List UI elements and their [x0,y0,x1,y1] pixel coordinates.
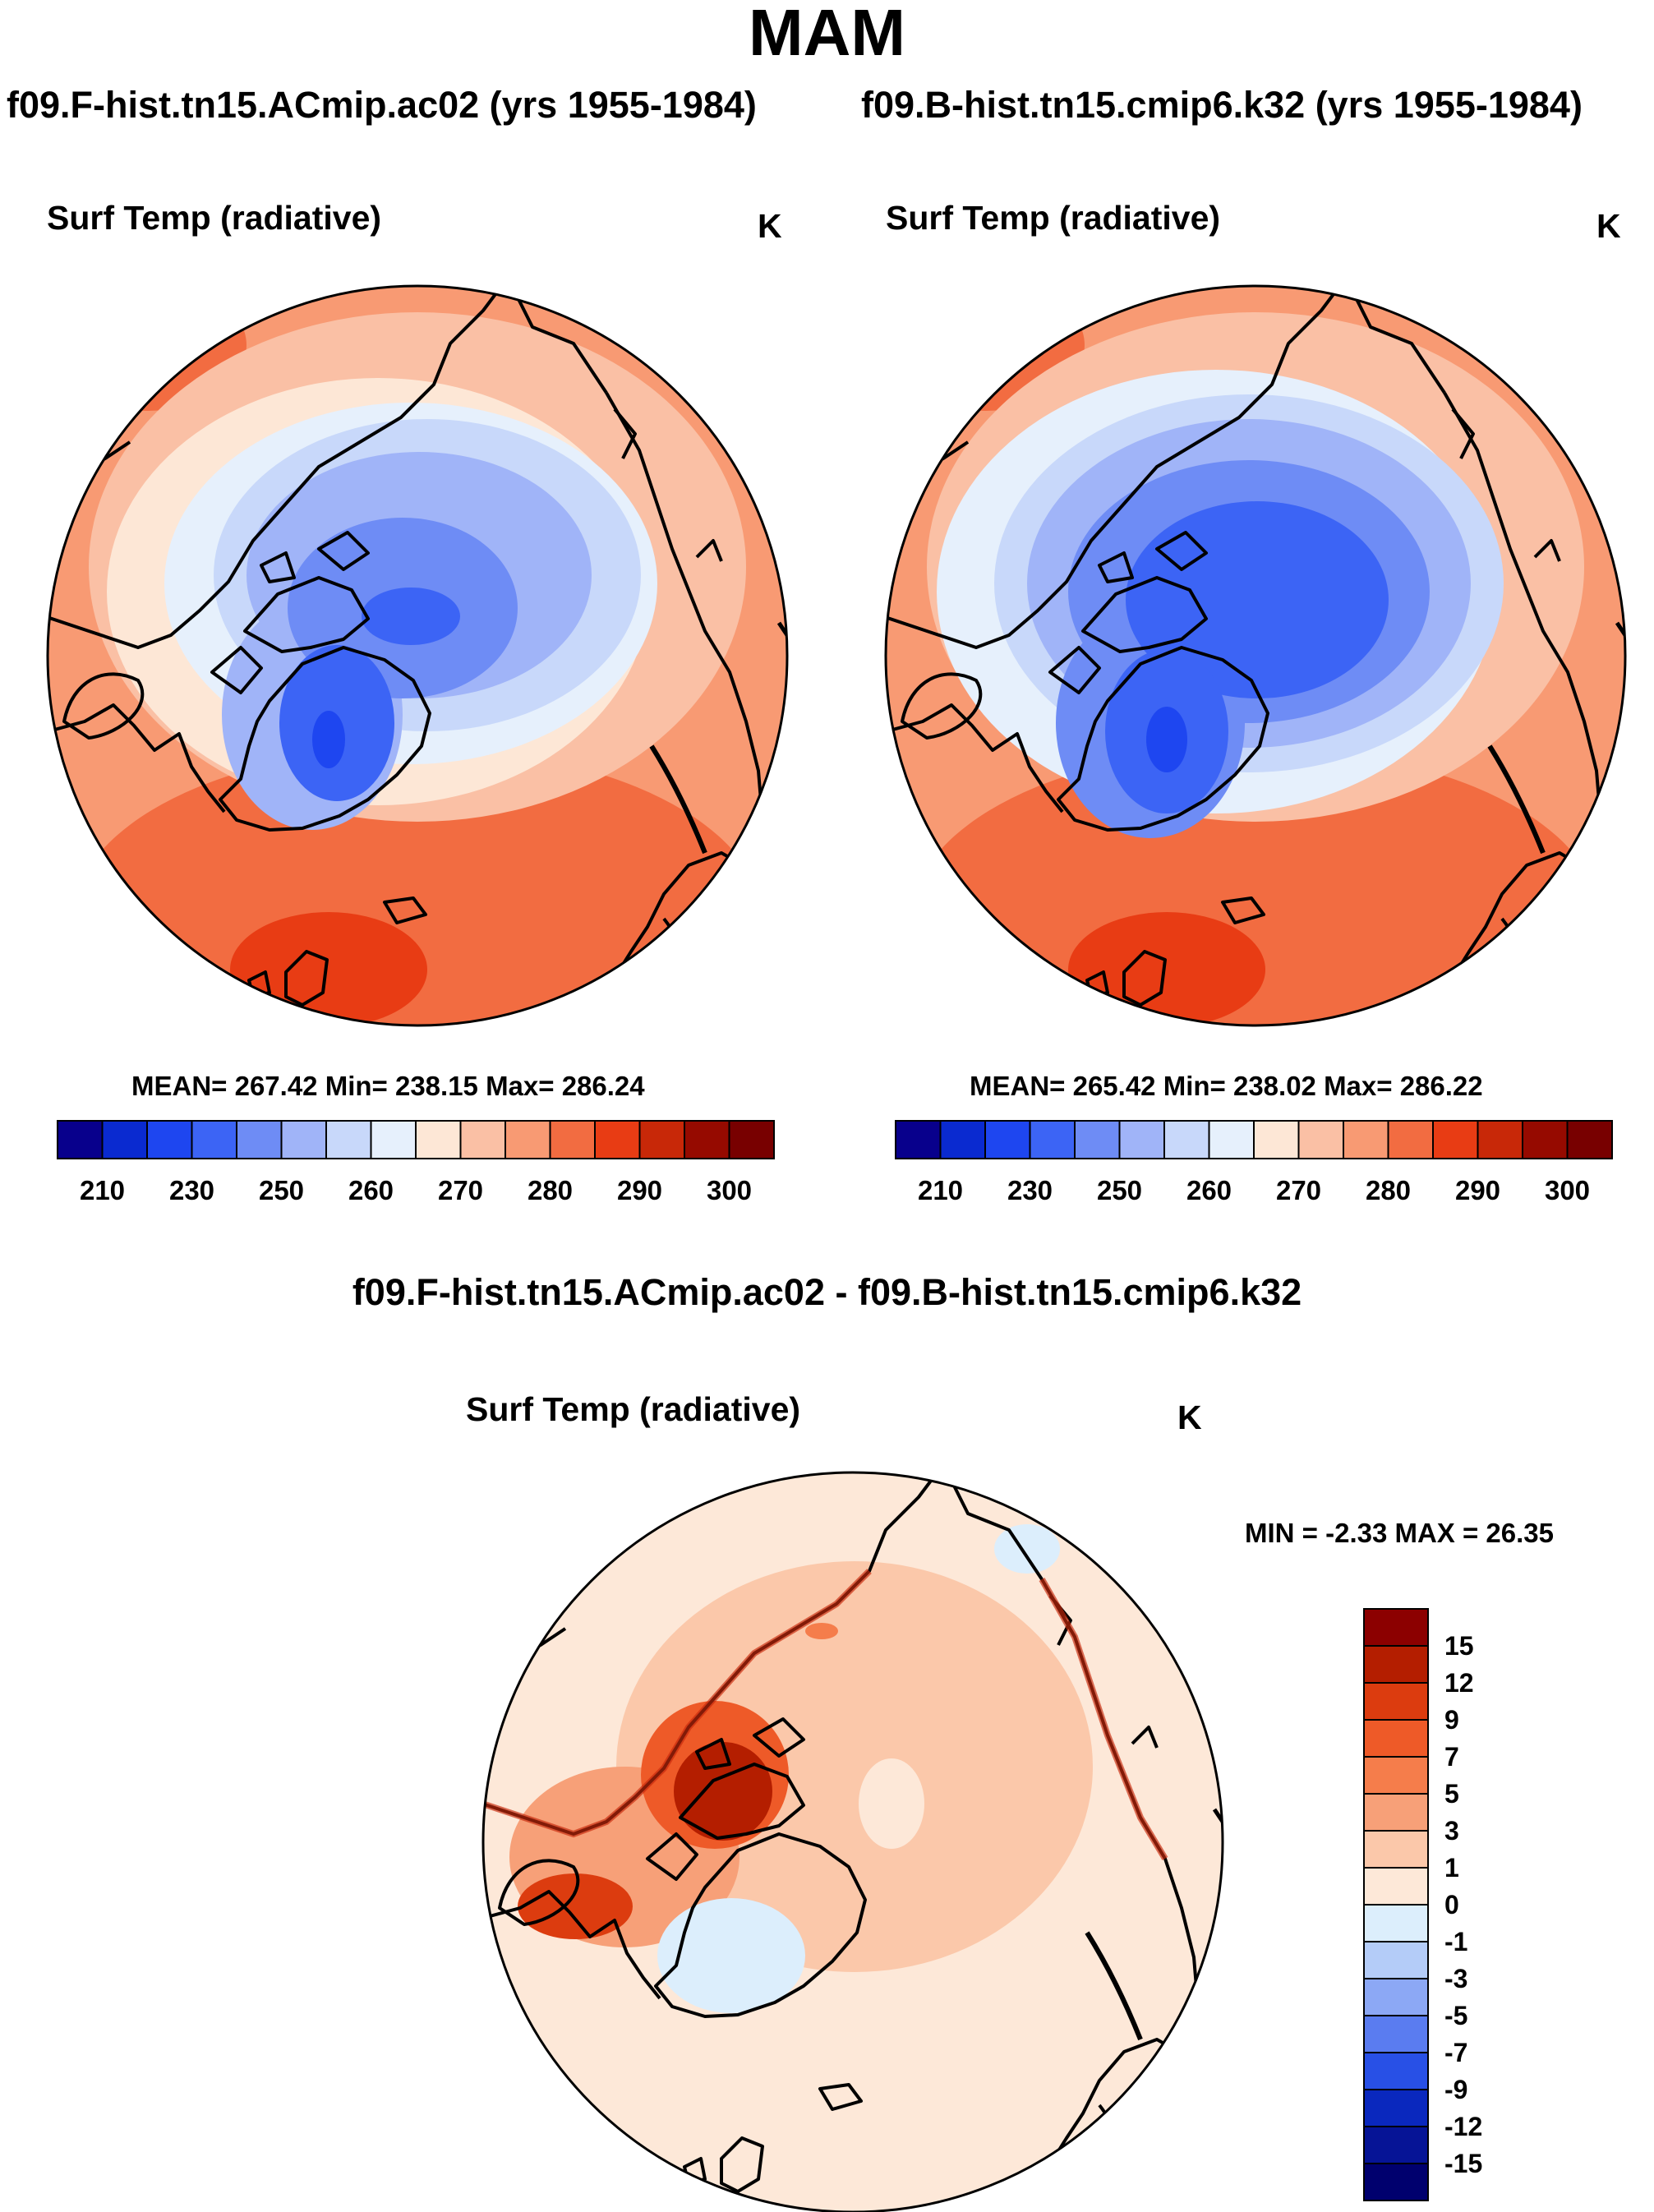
difference-colorbar-tick-label: -15 [1444,2149,1482,2178]
difference-colorbar-swatch [1363,1645,1429,1684]
panel1-colorbar-swatch [684,1120,730,1159]
difference-colorbar-tick-label: -9 [1444,2075,1467,2104]
difference-colorbar-swatch [1363,2126,1429,2164]
difference-colorbar-tick-label: 1 [1444,1853,1459,1883]
difference-colorbar-swatch [1363,1719,1429,1758]
panel2-colorbar-tick-label: 250 [1097,1175,1142,1205]
panel2-colorbar-tick-label: 300 [1545,1175,1590,1205]
panel1-map [46,284,789,1027]
panel2-colorbar-swatch [1477,1120,1523,1159]
panel1-colorbar-tick-label: 260 [348,1175,394,1205]
difference-colorbar-tick-label: 7 [1444,1742,1459,1772]
panel1-colorbar-swatch [504,1120,551,1159]
panel1-colorbar-swatch [415,1120,462,1159]
difference-colorbar-swatch [1363,1978,1429,2016]
panel2-run-title: f09.B-hist.tn15.cmip6.k32 (yrs 1955-1984… [861,84,1583,126]
difference-colorbar-swatch [1363,2052,1429,2090]
panel1-units-label: K [758,207,782,245]
panel2-colorbar-swatch [1074,1120,1121,1159]
panel1-colorbar-tick-label: 270 [438,1175,483,1205]
difference-colorbar-swatch [1363,1830,1429,1869]
panel2-colorbar-swatch [1522,1120,1569,1159]
panel2-colorbar-swatch [1253,1120,1300,1159]
difference-colorbar-tick-label: 0 [1444,1890,1459,1919]
panel2-colorbar-swatch [1297,1120,1344,1159]
panel1-colorbar-swatch [459,1120,506,1159]
difference-colorbar-tick-label: -3 [1444,1964,1467,1993]
panel2-colorbar-tick-label: 230 [1007,1175,1053,1205]
panel2-map [884,284,1627,1027]
difference-colorbar-swatch [1363,2089,1429,2127]
difference-colorbar: 15 12 9 7 5 3 1 0 -1 -3 -5 -7 -9 -12 -15 [1363,1608,1482,2201]
panel2-colorbar-tick-label: 260 [1186,1175,1232,1205]
panel2-colorbar-swatch [1343,1120,1389,1159]
panel1-colorbar-swatch [549,1120,596,1159]
panel1-colorbar-tick-label: 210 [80,1175,125,1205]
panel2-colorbar-tick-label: 280 [1366,1175,1411,1205]
difference-colorbar-swatch [1363,1793,1429,1832]
panel2-colorbar-swatch [939,1120,986,1159]
panel1-colorbar: 210 230 250 260 270 280 290 300 [57,1120,775,1205]
panel2-colorbar-swatch [1029,1120,1076,1159]
panel3-stats: MIN = -2.33 MAX = 26.35 [1245,1518,1555,1548]
panel1-stats: MEAN= 267.42 Min= 238.15 Max= 286.24 [131,1071,645,1101]
difference-colorbar-swatch [1363,2163,1429,2201]
panel2-colorbar: 210 230 250 260 270 280 290 300 [895,1120,1613,1205]
difference-colorbar-tick-label: 5 [1444,1779,1459,1809]
panel2-colorbar-tick-label: 270 [1276,1175,1321,1205]
panel1-colorbar-swatch [57,1120,104,1159]
difference-colorbar-tick-label: 15 [1444,1631,1474,1661]
difference-colorbar-tick-label: 9 [1444,1705,1459,1735]
panel3-map [481,1471,1224,2212]
panel1-colorbar-swatch [370,1120,417,1159]
panel1-run-title: f09.F-hist.tn15.ACmip.ac02 (yrs 1955-198… [7,84,757,126]
difference-colorbar-tick-label: 3 [1444,1816,1459,1846]
panel2-colorbar-swatch [984,1120,1031,1159]
difference-colorbar-tick-label: -7 [1444,2038,1467,2067]
panel2-colorbar-swatch [1432,1120,1479,1159]
panel2-colorbar-tick-label: 210 [918,1175,963,1205]
panel1-colorbar-tick-label: 230 [169,1175,214,1205]
panel1-colorbar-swatch [101,1120,148,1159]
panel1-colorbar-tick-label: 250 [259,1175,304,1205]
panel1-colorbar-swatch [325,1120,372,1159]
panel2-colorbar-swatch [1118,1120,1165,1159]
panel2-colorbar-swatch [1387,1120,1434,1159]
panel1-colorbar-swatch [594,1120,641,1159]
difference-colorbar-swatch [1363,1904,1429,1942]
panel2-stats: MEAN= 265.42 Min= 238.02 Max= 286.22 [970,1071,1483,1101]
panel3-units-label: K [1177,1399,1202,1436]
panel2-colorbar-swatch [895,1120,942,1159]
panel2-variable-label: Surf Temp (radiative) [886,199,1221,237]
panel1-colorbar-swatch [728,1120,775,1159]
difference-colorbar-swatch [1363,2015,1429,2053]
difference-colorbar-tick-label: -12 [1444,2112,1482,2141]
difference-colorbar-tick-label: -1 [1444,1927,1467,1956]
panel1-colorbar-swatch [146,1120,193,1159]
panel1-colorbar-swatch [191,1120,237,1159]
difference-colorbar-swatch [1363,1756,1429,1795]
panel1-colorbar-swatch [638,1120,685,1159]
panel1-colorbar-tick-label: 280 [528,1175,573,1205]
difference-title: f09.F-hist.tn15.ACmip.ac02 - f09.B-hist.… [352,1271,1302,1313]
figure-title: MAM [748,0,906,69]
difference-colorbar-tick-label: -5 [1444,2001,1467,2030]
panel1-colorbar-swatch [280,1120,327,1159]
panel2-colorbar-swatch [1566,1120,1613,1159]
panel2-colorbar-swatch [1163,1120,1210,1159]
panel2-units-label: K [1596,207,1621,245]
difference-colorbar-tick-label: 12 [1444,1668,1474,1698]
difference-colorbar-swatch [1363,1867,1429,1906]
panel1-colorbar-tick-label: 290 [617,1175,662,1205]
panel1-colorbar-tick-label: 300 [707,1175,752,1205]
difference-colorbar-swatch [1363,1608,1429,1647]
difference-colorbar-swatch [1363,1941,1429,1979]
panel2-colorbar-swatch [1208,1120,1255,1159]
panel1-variable-label: Surf Temp (radiative) [47,199,382,237]
panel1-colorbar-swatch [236,1120,283,1159]
panel3-variable-label: Surf Temp (radiative) [466,1390,801,1428]
panel2-colorbar-tick-label: 290 [1455,1175,1500,1205]
difference-colorbar-swatch [1363,1682,1429,1721]
